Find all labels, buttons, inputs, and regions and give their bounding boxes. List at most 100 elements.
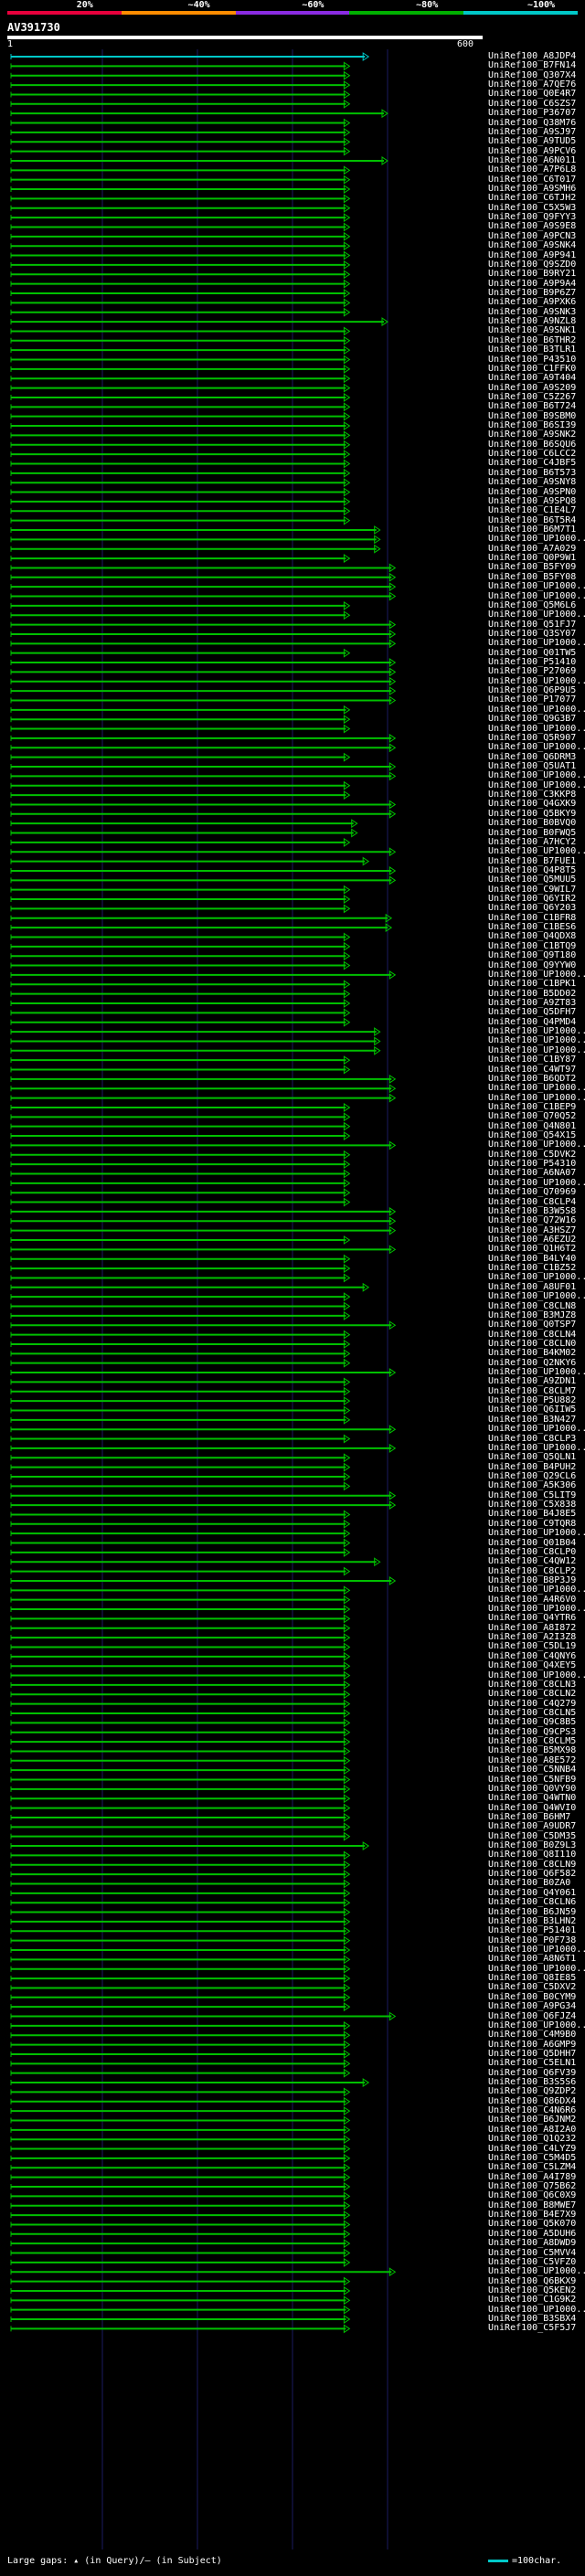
hit-label[interactable]: UniRef100_UP1000... <box>488 1945 585 1955</box>
hit-label[interactable]: UniRef100_B8P3J9 <box>488 1574 577 1585</box>
hit-label[interactable]: UniRef100_C6TJH2 <box>488 193 577 204</box>
hit-label[interactable]: UniRef100_A9ZDN1 <box>488 1376 577 1387</box>
hit-label[interactable]: UniRef100_A9PCN3 <box>488 230 577 241</box>
hit-label[interactable]: UniRef100_C4N6R6 <box>488 2105 577 2116</box>
hit-label[interactable]: UniRef100_A9SNK2 <box>488 429 577 440</box>
hit-label[interactable]: UniRef100_C8CLN2 <box>488 1689 577 1700</box>
hit-label[interactable]: UniRef100_C6SZS7 <box>488 98 577 109</box>
hit-label[interactable]: UniRef100_A9SNY8 <box>488 477 577 488</box>
hit-label[interactable]: UniRef100_Q6Y203 <box>488 903 577 914</box>
hit-label[interactable]: UniRef100_P27069 <box>488 666 577 677</box>
hit-label[interactable]: UniRef100_C4Q279 <box>488 1698 577 1709</box>
hit-label[interactable]: UniRef100_A9P9A4 <box>488 278 577 289</box>
hit-label[interactable]: UniRef100_A4R6V0 <box>488 1594 577 1605</box>
hit-label[interactable]: UniRef100_Q4P8T5 <box>488 864 577 875</box>
hit-label[interactable]: UniRef100_B3LHN2 <box>488 1915 577 1926</box>
hit-label[interactable]: UniRef100_Q6C0X9 <box>488 2190 577 2201</box>
hit-label[interactable]: UniRef100_Q54X15 <box>488 1130 577 1141</box>
hit-label[interactable]: UniRef100_Q0P9W1 <box>488 553 577 564</box>
hit-label[interactable]: UniRef100_A7QE76 <box>488 80 577 90</box>
hit-label[interactable]: UniRef100_C5LIT9 <box>488 1489 577 1500</box>
hit-label[interactable]: UniRef100_C8CLN3 <box>488 1679 577 1690</box>
hit-label[interactable]: UniRef100_UP1000... <box>488 1092 585 1103</box>
hit-label[interactable]: UniRef100_B4E7X9 <box>488 2210 577 2221</box>
hit-label[interactable]: UniRef100_Q1Q232 <box>488 2134 577 2145</box>
hit-label[interactable]: UniRef100_Q4WTN0 <box>488 1793 577 1804</box>
hit-label[interactable]: UniRef100_Q4XEY5 <box>488 1660 577 1671</box>
hit-label[interactable]: UniRef100_Q01B04 <box>488 1537 577 1548</box>
hit-label[interactable]: UniRef100_A9P941 <box>488 249 577 260</box>
hit-label[interactable]: UniRef100_P43510 <box>488 354 577 365</box>
hit-label[interactable]: UniRef100_B0Z9L3 <box>488 1840 577 1851</box>
hit-label[interactable]: UniRef100_C8CLM5 <box>488 1736 577 1747</box>
hit-label[interactable]: UniRef100_Q5R907 <box>488 732 577 743</box>
hit-label[interactable]: UniRef100_Q5DHH7 <box>488 2048 577 2059</box>
hit-label[interactable]: UniRef100_C5VFZ0 <box>488 2256 577 2267</box>
hit-label[interactable]: UniRef100_A6GMP9 <box>488 2039 577 2050</box>
hit-label[interactable]: UniRef100_A9PG34 <box>488 2001 577 2012</box>
hit-label[interactable]: UniRef100_UP1000... <box>488 1291 585 1302</box>
hit-label[interactable]: UniRef100_UP1000... <box>488 2266 585 2277</box>
hit-label[interactable]: UniRef100_UP1000... <box>488 675 585 686</box>
hit-label[interactable]: UniRef100_C5LZM4 <box>488 2162 577 2173</box>
hit-label[interactable]: UniRef100_A9NZL8 <box>488 316 577 327</box>
hit-label[interactable]: UniRef100_C8CLM7 <box>488 1385 577 1396</box>
hit-label[interactable]: UniRef100_P51410 <box>488 657 577 668</box>
hit-label[interactable]: UniRef100_A7HCY2 <box>488 836 577 847</box>
hit-label[interactable]: UniRef100_UP1000... <box>488 610 585 620</box>
hit-label[interactable]: UniRef100_Q6BKX9 <box>488 2275 577 2286</box>
hit-label[interactable]: UniRef100_B6SQU6 <box>488 439 577 450</box>
hit-label[interactable]: UniRef100_C5NNB4 <box>488 1765 577 1776</box>
hit-label[interactable]: UniRef100_C5MVV4 <box>488 2247 577 2258</box>
hit-label[interactable]: UniRef100_UP1000... <box>488 638 585 649</box>
hit-label[interactable]: UniRef100_Q5QLN1 <box>488 1452 577 1463</box>
hit-label[interactable]: UniRef100_Q5DFH7 <box>488 1007 577 1018</box>
hit-label[interactable]: UniRef100_Q0E4R7 <box>488 89 577 100</box>
hit-label[interactable]: UniRef100_Q9SZD0 <box>488 259 577 270</box>
hit-label[interactable]: UniRef100_A9PCV6 <box>488 145 577 156</box>
hit-label[interactable]: UniRef100_B6T573 <box>488 467 577 478</box>
hit-label[interactable]: UniRef100_Q6FV39 <box>488 2067 577 2078</box>
hit-label[interactable]: UniRef100_Q6DRM3 <box>488 751 577 762</box>
hit-label[interactable]: UniRef100_Q2NKY6 <box>488 1357 577 1368</box>
hit-label[interactable]: UniRef100_A8I2A0 <box>488 2124 577 2135</box>
hit-label[interactable]: UniRef100_B3SBX4 <box>488 2314 577 2325</box>
hit-label[interactable]: UniRef100_Q86DX4 <box>488 2095 577 2106</box>
hit-label[interactable]: UniRef100_A5DUH6 <box>488 2228 577 2239</box>
hit-label[interactable]: UniRef100_B0BVQ0 <box>488 818 577 829</box>
hit-label[interactable]: UniRef100_UP1000... <box>488 581 585 592</box>
hit-label[interactable]: UniRef100_C5X5W3 <box>488 202 577 213</box>
hit-label[interactable]: UniRef100_C4M9B0 <box>488 2030 577 2041</box>
hit-label[interactable]: UniRef100_Q5KEN2 <box>488 2284 577 2295</box>
hit-label[interactable]: UniRef100_Q9T180 <box>488 950 577 961</box>
hit-label[interactable]: UniRef100_UP1000... <box>488 969 585 980</box>
hit-label[interactable]: UniRef100_B6HM7 <box>488 1811 571 1822</box>
hit-label[interactable]: UniRef100_UP1000... <box>488 1367 585 1378</box>
hit-label[interactable]: UniRef100_A9S9E8 <box>488 221 577 232</box>
hit-label[interactable]: UniRef100_P17077 <box>488 694 577 705</box>
hit-label[interactable]: UniRef100_C8CLN9 <box>488 1859 577 1870</box>
hit-label[interactable]: UniRef100_Q75B62 <box>488 2181 577 2191</box>
hit-label[interactable]: UniRef100_C6T017 <box>488 174 577 185</box>
hit-label[interactable]: UniRef100_Q9CPS3 <box>488 1726 577 1737</box>
hit-label[interactable]: UniRef100_C8CLN0 <box>488 1338 577 1349</box>
hit-label[interactable]: UniRef100_Q4QDX8 <box>488 931 577 942</box>
hit-label[interactable]: UniRef100_C1G9K2 <box>488 2295 577 2306</box>
hit-label[interactable]: UniRef100_A9TUD5 <box>488 136 577 147</box>
hit-label[interactable]: UniRef100_C5DM35 <box>488 1830 577 1841</box>
hit-label[interactable]: UniRef100_Q4Y061 <box>488 1887 577 1898</box>
hit-label[interactable]: UniRef100_B6THR2 <box>488 334 577 345</box>
hit-label[interactable]: UniRef100_C8CLP0 <box>488 1546 577 1557</box>
hit-label[interactable]: UniRef100_Q0VY90 <box>488 1783 577 1794</box>
hit-label[interactable]: UniRef100_Q29CL6 <box>488 1471 577 1481</box>
hit-label[interactable]: UniRef100_C9WIL7 <box>488 884 577 895</box>
hit-label[interactable]: UniRef100_B6T5R4 <box>488 514 577 525</box>
hit-label[interactable]: UniRef100_B9SBM0 <box>488 410 577 421</box>
hit-label[interactable]: UniRef100_B3S5S6 <box>488 2077 577 2088</box>
hit-label[interactable]: UniRef100_Q01TW5 <box>488 647 577 658</box>
hit-label[interactable]: UniRef100_C6LCC2 <box>488 449 577 460</box>
hit-label[interactable]: UniRef100_B6JNM2 <box>488 2115 577 2125</box>
hit-label[interactable]: UniRef100_UP1000... <box>488 846 585 857</box>
hit-label[interactable]: UniRef100_C1BEP9 <box>488 1101 577 1112</box>
hit-label[interactable]: UniRef100_UP1000... <box>488 1140 585 1150</box>
